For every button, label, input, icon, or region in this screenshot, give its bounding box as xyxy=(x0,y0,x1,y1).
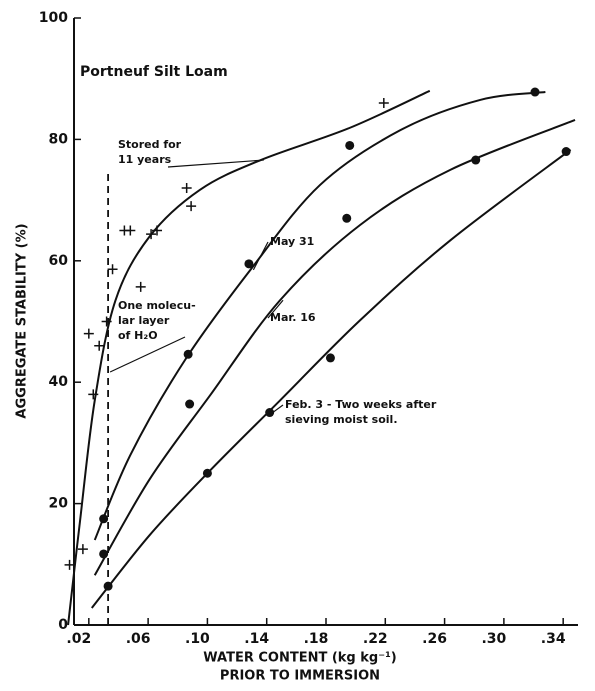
x-tick-label: .02 xyxy=(66,631,91,647)
y-tick-label: 80 xyxy=(49,131,69,147)
plus-marker xyxy=(152,225,163,236)
dot-marker xyxy=(183,349,193,359)
dot-marker xyxy=(471,155,481,165)
x-tick-label: .14 xyxy=(244,631,269,647)
plus-marker xyxy=(64,559,75,570)
dot-marker xyxy=(345,140,355,150)
plus-marker xyxy=(101,316,112,327)
x-tick-label: .18 xyxy=(304,631,329,647)
plus-marker xyxy=(146,229,157,240)
plus-marker xyxy=(125,225,136,236)
label-arrow xyxy=(267,299,284,319)
y-axis-label: AGGREGATE STABILITY (%) xyxy=(15,223,30,418)
y-tick-label: 40 xyxy=(49,374,69,390)
plus-marker xyxy=(181,182,192,193)
dot-marker xyxy=(325,353,335,363)
dot-marker xyxy=(561,147,571,157)
dot-marker xyxy=(202,468,212,478)
x-tick-label: .30 xyxy=(481,631,506,647)
fit-curve xyxy=(67,89,431,626)
label-arrow xyxy=(167,159,264,168)
fit-curve xyxy=(93,91,546,541)
dot-marker xyxy=(244,259,254,269)
series-label: 11 years xyxy=(118,153,172,166)
y-tick-label: 100 xyxy=(39,10,68,26)
annotation: One molecu- xyxy=(118,299,196,312)
series-label: Stored for xyxy=(118,138,182,151)
series-label: Mar. 16 xyxy=(270,311,316,324)
x-tick-label: .22 xyxy=(363,631,388,647)
x-tick-label: .34 xyxy=(541,631,566,647)
label-arrow xyxy=(252,241,269,271)
x-axis-label: PRIOR TO IMMERSION xyxy=(220,669,380,684)
dot-marker xyxy=(99,514,109,524)
fit-curve xyxy=(91,148,572,609)
y-tick-label: 60 xyxy=(49,253,69,269)
series-label: sieving moist soil. xyxy=(285,413,398,426)
x-tick-label: .26 xyxy=(422,631,447,647)
annotation-arrow xyxy=(109,336,186,373)
series-label: May 31 xyxy=(270,235,314,248)
annotation: lar layer xyxy=(118,314,170,327)
dot-marker xyxy=(265,408,275,418)
plus-marker xyxy=(77,544,88,555)
y-tick-label: 0 xyxy=(58,617,68,633)
fit-curve xyxy=(93,119,576,576)
annotation: of H₂O xyxy=(118,329,158,342)
plus-marker xyxy=(107,264,118,275)
y-tick-label: 20 xyxy=(49,496,69,512)
dot-marker xyxy=(185,399,195,409)
plus-marker xyxy=(88,389,99,400)
x-axis-label: WATER CONTENT (kg kg⁻¹) xyxy=(203,651,396,666)
dot-marker xyxy=(530,87,540,97)
plus-marker xyxy=(135,281,146,292)
dot-marker xyxy=(342,213,352,223)
plus-marker xyxy=(378,97,389,108)
plus-marker xyxy=(186,201,197,212)
x-tick-label: .10 xyxy=(185,631,210,647)
series-label: Feb. 3 - Two weeks after xyxy=(285,398,437,411)
label-arrow xyxy=(272,404,284,414)
plus-marker xyxy=(94,340,105,351)
x-tick-label: .06 xyxy=(126,631,151,647)
chart-title: Portneuf Silt Loam xyxy=(80,64,228,80)
dot-marker xyxy=(99,549,109,559)
plus-marker xyxy=(83,328,94,339)
